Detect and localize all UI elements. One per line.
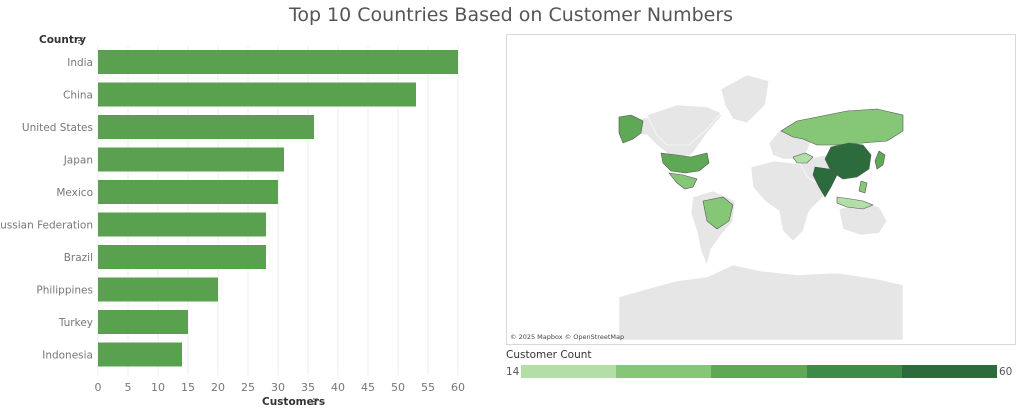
bar-turkey[interactable]	[98, 310, 188, 334]
category-label[interactable]: United States	[22, 122, 93, 134]
category-label[interactable]: Indonesia	[42, 350, 93, 362]
x-axis-title[interactable]: Customers	[262, 396, 325, 408]
bar-philippines[interactable]	[98, 277, 218, 302]
bar-russian-federation[interactable]	[98, 212, 266, 237]
legend-swatch	[616, 365, 712, 378]
mexico-region[interactable]	[668, 172, 698, 190]
bars	[98, 50, 458, 367]
x-tick-label: 0	[95, 381, 102, 394]
color-legend	[521, 365, 998, 378]
sort-icon[interactable]	[78, 37, 83, 44]
legend-max-label: 60	[999, 366, 1013, 378]
x-tick-label: 60	[451, 381, 465, 394]
x-tick-label: 10	[151, 381, 165, 394]
bar-japan[interactable]	[98, 147, 284, 172]
category-label[interactable]: Brazil	[64, 252, 93, 264]
world-map[interactable]: © 2025 Mapbox © OpenStreetMap	[506, 34, 1016, 345]
category-label[interactable]: India	[67, 57, 93, 69]
brazil-region[interactable]	[702, 196, 734, 230]
legend-title: Customer Count	[506, 349, 592, 361]
india-region[interactable]	[812, 166, 838, 198]
category-label[interactable]: Japan	[63, 155, 93, 167]
united-states-region[interactable]	[660, 152, 710, 174]
canada-land	[646, 104, 722, 146]
philippines-region[interactable]	[858, 180, 868, 194]
turkey-region[interactable]	[792, 152, 814, 164]
x-tick-labels: 0 5 10 15 20 25 30 35 40 45 50 55 60	[95, 381, 466, 394]
legend-swatch	[806, 365, 902, 378]
russia-region[interactable]	[780, 108, 904, 146]
legend-min-label: 14	[506, 366, 520, 378]
legend-swatch	[901, 365, 998, 378]
antarctica-land	[618, 264, 904, 341]
x-tick-label: 35	[301, 381, 315, 394]
x-tick-label: 30	[271, 381, 285, 394]
bar-indonesia[interactable]	[98, 342, 182, 367]
bar-china[interactable]	[98, 82, 416, 107]
category-label[interactable]: Philippines	[36, 285, 93, 297]
indonesia-region[interactable]	[836, 196, 874, 210]
legend-swatch	[521, 365, 617, 378]
map-attribution: © 2025 Mapbox © OpenStreetMap	[510, 333, 625, 341]
x-tick-label: 55	[421, 381, 435, 394]
x-tick-label: 5	[125, 381, 132, 394]
x-tick-label: 45	[361, 381, 375, 394]
legend-swatch	[711, 365, 807, 378]
bar-chart: India China United States Japan Mexico Russia…	[0, 34, 466, 408]
x-tick-label: 50	[391, 381, 405, 394]
bar-united-states[interactable]	[98, 115, 314, 139]
category-label[interactable]: China	[63, 90, 93, 102]
bar-india[interactable]	[98, 50, 458, 74]
chart-title: Top 10 Countries Based on Customer Numbe…	[288, 4, 734, 26]
x-tick-label: 25	[241, 381, 255, 394]
alaska-us[interactable]	[618, 114, 644, 144]
category-label[interactable]: Turkey	[58, 317, 93, 329]
x-tick-label: 20	[211, 381, 225, 394]
sort-icon[interactable]	[313, 398, 318, 405]
bar-brazil[interactable]	[98, 245, 266, 269]
bar-mexico[interactable]	[98, 180, 278, 204]
category-labels: India China United States Japan Mexico Russia…	[0, 57, 93, 362]
x-tick-label: 40	[331, 381, 345, 394]
category-label[interactable]: Mexico	[56, 187, 93, 199]
category-label[interactable]: Russian Federation	[0, 220, 93, 232]
japan-region[interactable]	[874, 150, 886, 170]
x-tick-label: 15	[181, 381, 195, 394]
y-axis-title[interactable]: Country	[39, 34, 86, 46]
china-region[interactable]	[824, 142, 872, 180]
greenland-land	[720, 74, 770, 124]
